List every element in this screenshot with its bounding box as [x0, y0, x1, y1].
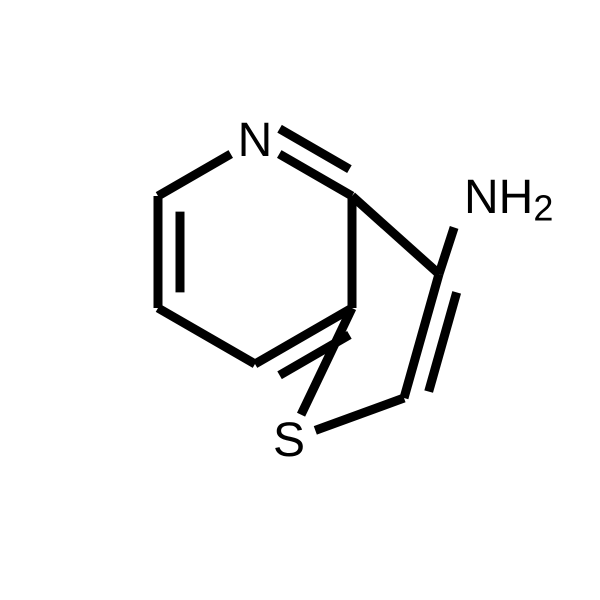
label-layer: N S NH2 — [238, 114, 554, 467]
atom-label-N1: N — [238, 114, 273, 167]
bond — [315, 398, 404, 430]
bond — [352, 196, 439, 274]
bond — [158, 154, 231, 196]
bond — [439, 227, 454, 274]
atom-label-S: S — [273, 414, 305, 467]
molecule-diagram: N S NH2 — [0, 0, 600, 600]
bond — [158, 308, 255, 364]
bond-layer — [158, 129, 457, 431]
atom-label-Nsub: NH2 — [464, 171, 553, 229]
